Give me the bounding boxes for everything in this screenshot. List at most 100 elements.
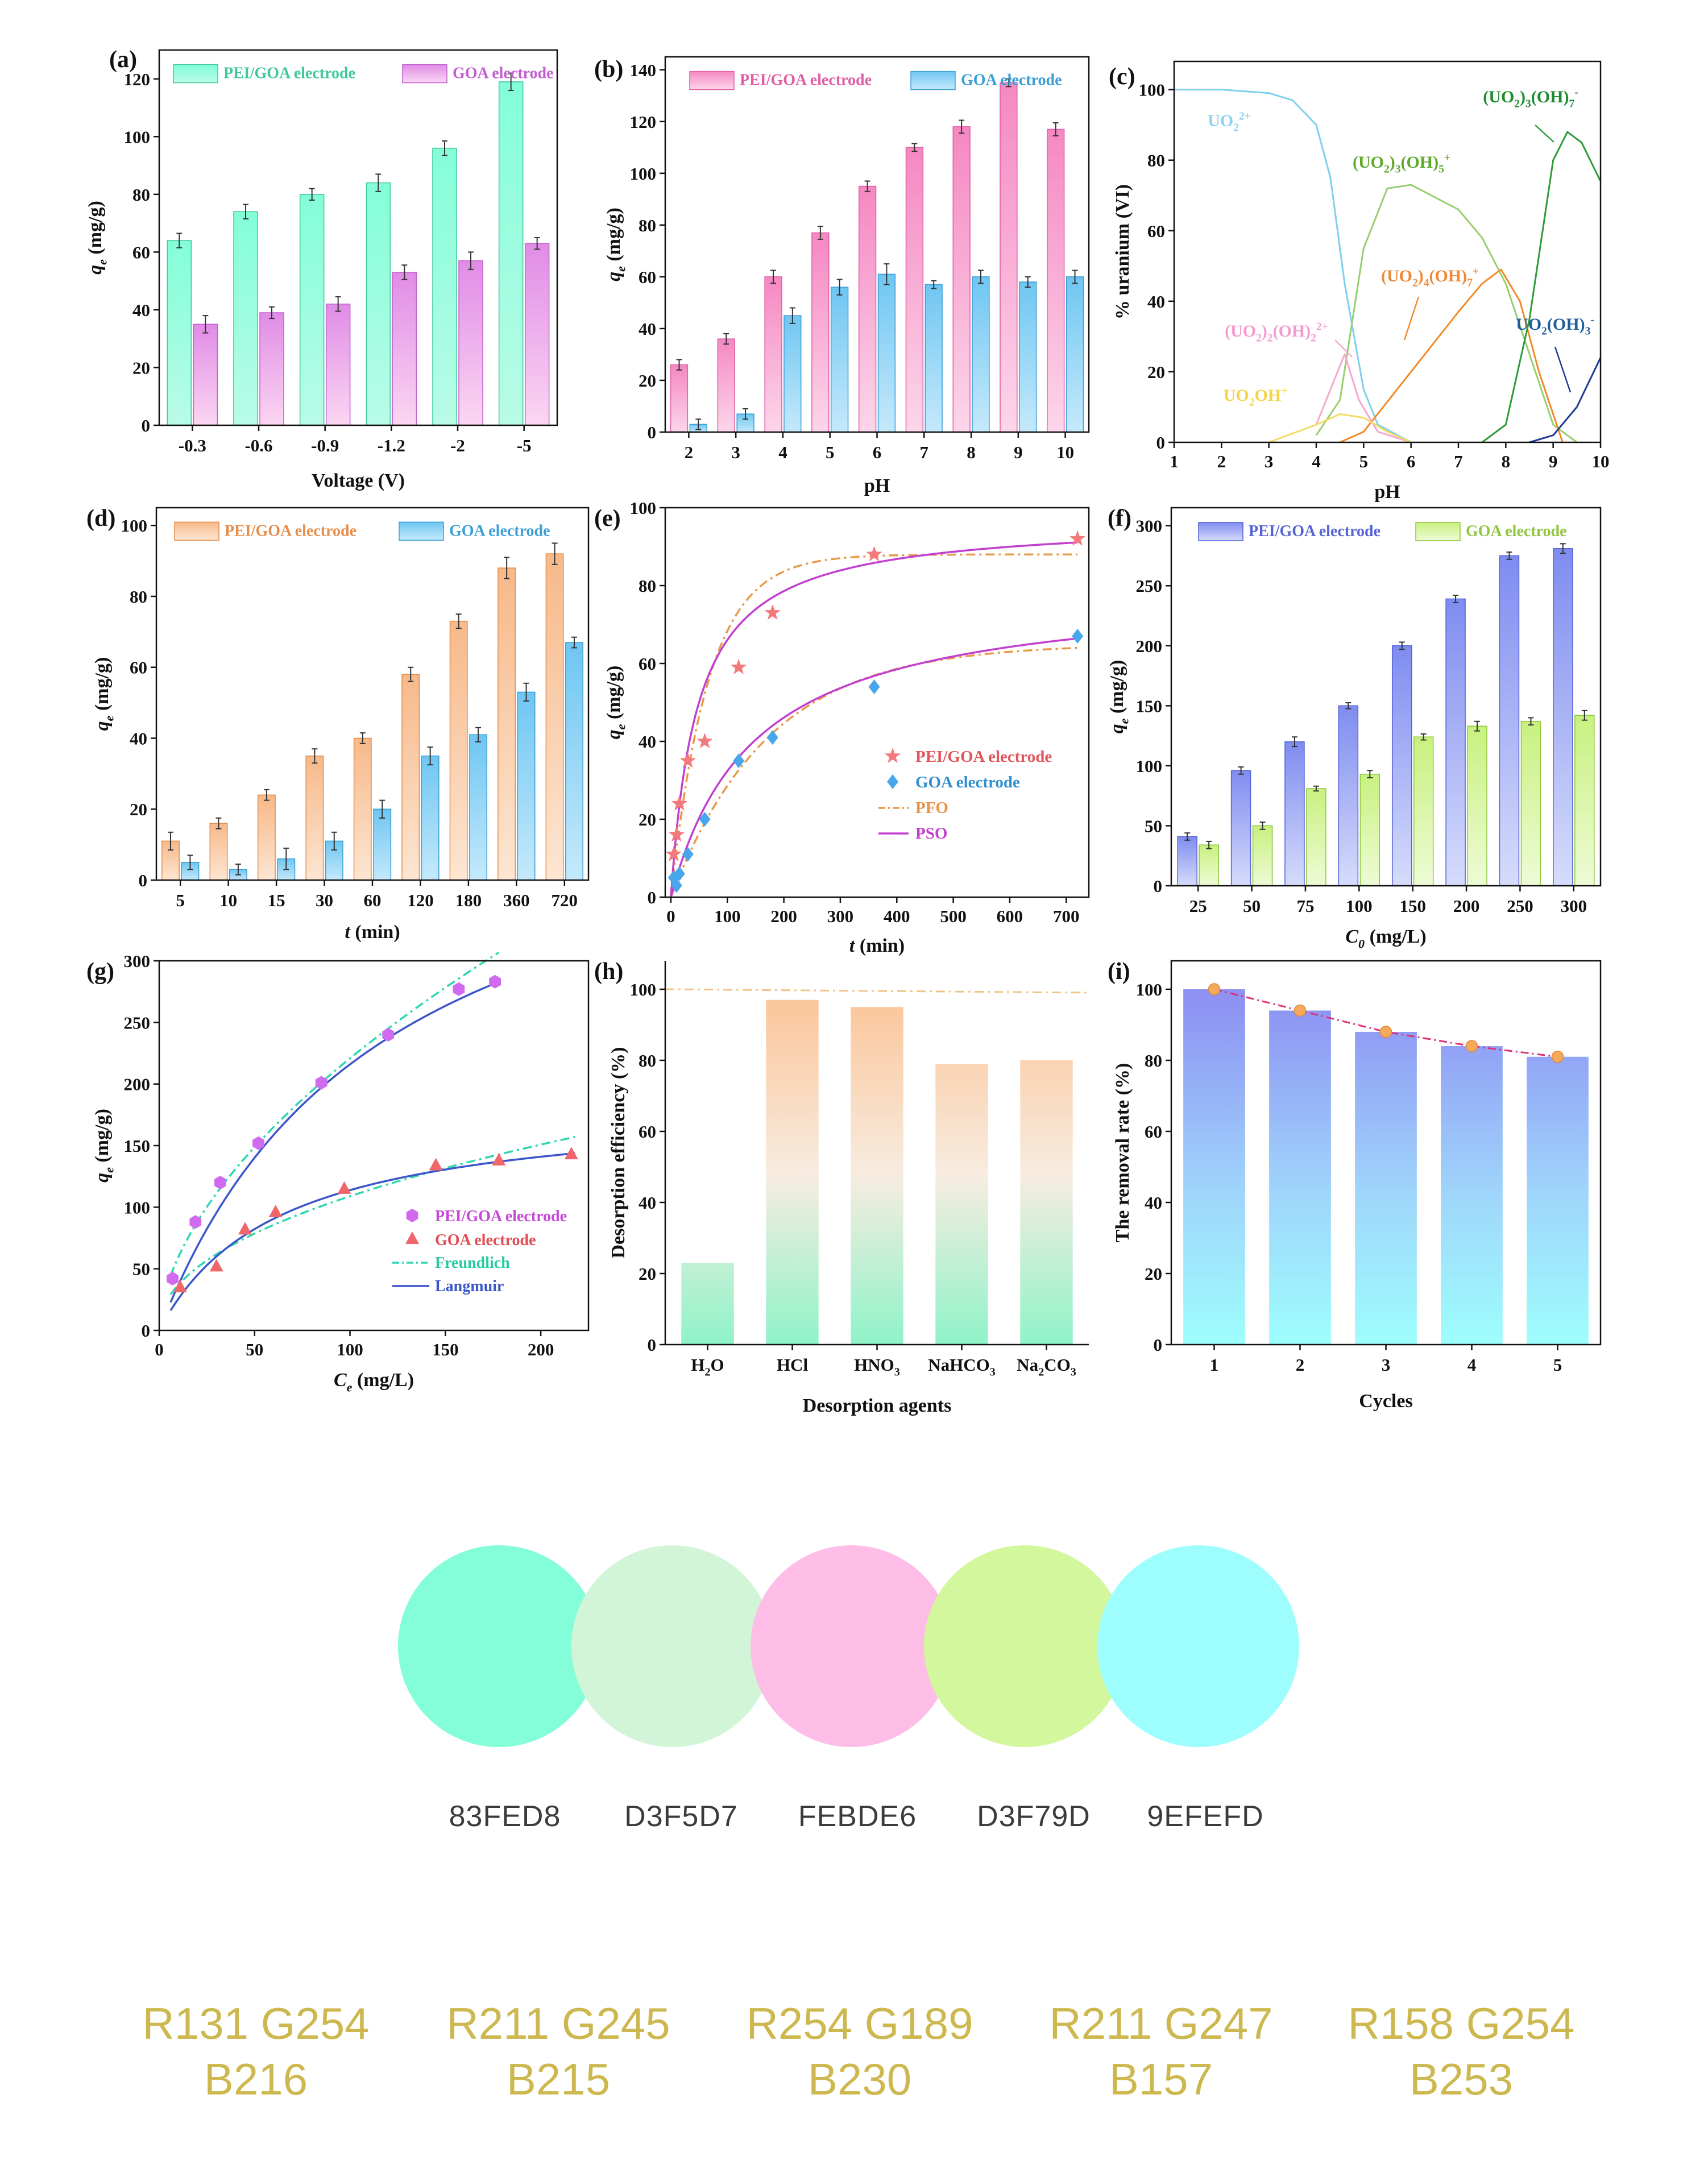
panel-b-bar: [858, 185, 877, 433]
panel-g-label: (g): [86, 959, 114, 985]
panel-e-point-pei: [665, 845, 682, 861]
panel-b-legend-label: PEI/GOA electrode: [740, 72, 872, 89]
panel-f-xtick-label: 150: [1399, 896, 1426, 916]
panel-d-bar: [257, 794, 276, 881]
panel-f-label: (f): [1108, 505, 1131, 532]
panel-a-ytick-label: 60: [132, 242, 150, 262]
panel-c-annot-uo2: UO22+: [1208, 111, 1251, 134]
panel-i-ytick-label: 0: [1154, 1335, 1163, 1355]
rgb-label-2-line2: B215: [506, 2054, 611, 2104]
panel-e-point-pei: [730, 658, 747, 674]
panel-f-bar: [1391, 645, 1412, 886]
panel-b-label: (b): [594, 56, 623, 82]
panel-b-xtick-label: 6: [873, 442, 882, 462]
panel-c-ytick-label: 20: [1147, 362, 1165, 382]
panel-e-point-pei: [668, 826, 685, 842]
panel-a-bar: [432, 147, 457, 426]
panel-b-xtick-label: 5: [826, 442, 835, 462]
panel-g-legend-label: GOA electrode: [435, 1231, 536, 1249]
panel-f-bar: [1467, 725, 1487, 886]
panel-a-bar: [524, 243, 550, 426]
rgb-label-1-line2: B216: [204, 2054, 308, 2104]
panel-f-frame: [1170, 507, 1602, 887]
panel-a-xtick-label: -5: [517, 435, 532, 455]
panel-e-point-goa: [670, 878, 682, 893]
panel-h-xtick-label: NaHCO3: [928, 1355, 996, 1379]
panel-f-bar: [1230, 770, 1251, 886]
panel-d-bar: [181, 862, 200, 881]
panel-d-xtick-label: 360: [503, 890, 530, 910]
panel-a-xtick-label: -0.3: [179, 435, 206, 455]
panel-e-xtick-label: 0: [666, 906, 675, 926]
panel-e-legend-diamond: [887, 774, 898, 789]
panel-g-ytick-label: 250: [124, 1013, 151, 1032]
panel-f-xtick-label: 300: [1561, 896, 1587, 916]
panel-d-legend-label: GOA electrode: [449, 522, 550, 540]
panel-d-bar: [209, 823, 228, 881]
panel-a-bar: [366, 182, 391, 426]
panel-c-xtick-label: 7: [1454, 451, 1463, 471]
panel-a-frame: [158, 49, 558, 426]
panel-h-bar: [851, 1007, 903, 1345]
panel-f-ytick-label: 200: [1136, 636, 1163, 656]
hex-label-2: D3F5D7: [624, 1800, 738, 1833]
panel-e-point-goa: [766, 730, 778, 745]
rgb-label-5-line1: R158 G254: [1348, 1998, 1575, 2048]
panel-a-bar: [233, 211, 258, 426]
hex-label-5: 9EFEFD: [1147, 1800, 1264, 1833]
rgb-label-4-line2: B157: [1109, 2054, 1213, 2104]
panel-b-bar: [877, 273, 896, 433]
panel-g-legend-label: Langmuir: [435, 1277, 504, 1295]
panel-i-ytick-label: 80: [1145, 1051, 1162, 1071]
panel-d-bar: [565, 642, 583, 881]
panel-f-legend-swatch: [1415, 522, 1461, 541]
panel-e-point-goa: [868, 679, 880, 695]
panel-h-bar: [681, 1263, 734, 1345]
panel-f-xtick-label: 100: [1346, 896, 1373, 916]
panel-e-point-pei: [764, 604, 781, 620]
panel-d-bar: [305, 755, 324, 881]
panel-c-xtick-label: 1: [1170, 451, 1179, 471]
panel-c-annot-uo2oh: UO2OH+: [1224, 385, 1288, 409]
panel-b-bar: [783, 315, 802, 433]
panel-d-legend-swatch: [174, 521, 219, 541]
panel-b-ytick-label: 140: [630, 60, 657, 80]
panel-b-frame: [664, 56, 1090, 433]
panel-e-label: (e): [594, 505, 621, 532]
panel-f-bar: [1499, 555, 1520, 886]
panel-a-xtick-label: -0.6: [244, 435, 272, 455]
panel-g-ytick-label: 200: [124, 1075, 151, 1094]
panel-d-bar: [353, 737, 372, 881]
panel-c-xtick-label: 10: [1592, 451, 1610, 471]
panel-e-fit-pso: [670, 637, 1078, 898]
panel-h-reference-line: [665, 988, 1089, 994]
panel-c-annot-uo247: (UO2)4(OH)7+: [1381, 266, 1479, 289]
panel-f-bar: [1359, 773, 1381, 886]
panel-e-xtick-label: 700: [1053, 906, 1080, 926]
panel-d-xtick-label: 120: [407, 890, 434, 910]
panel-d-ytick-label: 40: [130, 728, 147, 748]
panel-g-fit-freundlich: [169, 1136, 575, 1296]
panel-e-xtick-label: 300: [827, 906, 854, 926]
panel-d-xtick-label: 30: [316, 890, 333, 910]
panel-h-xtick-label: Na2CO3: [1017, 1355, 1076, 1379]
panel-e-point-goa: [733, 753, 745, 769]
panel-b-xtick-label: 7: [920, 442, 929, 462]
panel-g-point-goa: [173, 1280, 187, 1293]
panel-g-xtick-label: 200: [528, 1339, 554, 1359]
panel-h-ytick-label: 40: [639, 1193, 656, 1213]
panel-c-xtick-label: 8: [1502, 451, 1511, 471]
panel-f-legend-swatch: [1198, 522, 1243, 541]
panel-a-ytick-label: 40: [132, 300, 150, 320]
panel-h-ytick-label: 80: [639, 1051, 656, 1071]
panel-h-bar: [935, 1064, 988, 1345]
panel-d-bar: [421, 755, 440, 881]
panel-g-legend-label: Freundlich: [435, 1254, 510, 1272]
panel-a-bar: [325, 304, 351, 426]
panel-e-xtick-label: 400: [884, 906, 910, 926]
panel-g-fit-langmuir: [169, 981, 499, 1303]
panel-h-ytick-label: 0: [648, 1335, 657, 1355]
panel-h-xtick-label: H2O: [691, 1355, 724, 1379]
panel-d-legend-swatch: [399, 521, 444, 541]
panel-d-bar: [498, 567, 516, 881]
